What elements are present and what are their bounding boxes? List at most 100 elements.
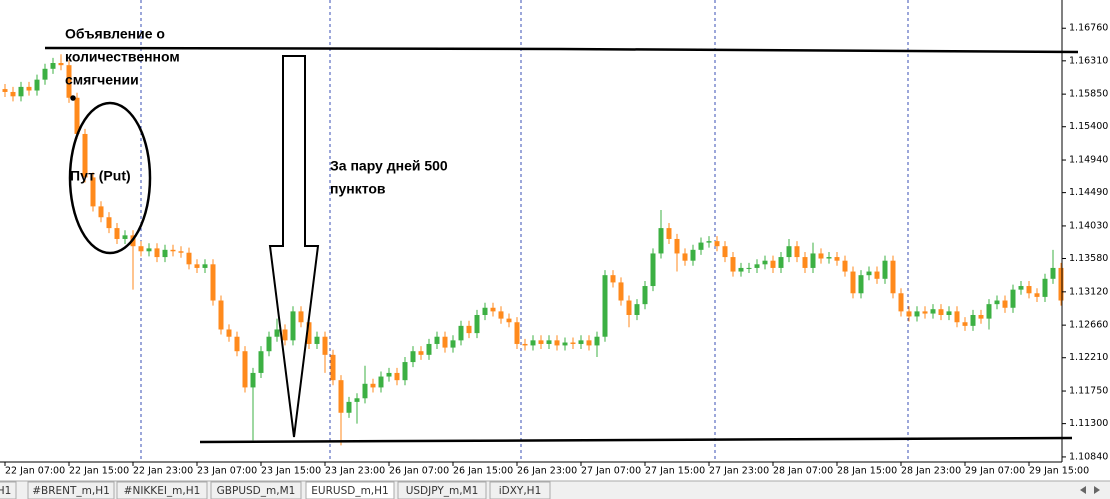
candle-body xyxy=(914,311,920,317)
scroll-right[interactable] xyxy=(1094,486,1100,494)
candle-body xyxy=(226,329,232,337)
scroll-left[interactable] xyxy=(1080,486,1086,494)
candle-body xyxy=(698,242,704,250)
candle-body xyxy=(802,257,808,268)
candle-body xyxy=(394,372,400,381)
candle-body xyxy=(954,311,960,323)
y-tick-label: 1.14490 xyxy=(1069,187,1108,198)
x-tick-label: 23 Jan 15:00 xyxy=(261,466,321,477)
tab-label[interactable]: EURUSD_m,H1 xyxy=(311,485,388,497)
x-tick-label: 22 Jan 07:00 xyxy=(5,466,65,477)
candle-body xyxy=(330,354,336,381)
candle-body xyxy=(1058,267,1064,301)
x-tick-label: 27 Jan 23:00 xyxy=(709,466,769,477)
annotation: смягчении xyxy=(65,72,139,88)
candle-body xyxy=(906,311,912,317)
candle-body xyxy=(666,228,672,239)
candle-body xyxy=(322,336,328,355)
candle-body xyxy=(426,343,432,355)
candle-body xyxy=(826,257,832,259)
candle-body xyxy=(818,253,824,259)
candle-body xyxy=(466,325,472,334)
candle-body xyxy=(410,351,416,363)
candle-body xyxy=(610,275,616,283)
candle-body xyxy=(722,246,728,258)
trend-line xyxy=(44,46,1079,54)
y-tick-label: 1.12660 xyxy=(1069,320,1108,331)
candle-body xyxy=(538,340,544,344)
tab[interactable] xyxy=(397,481,487,499)
annotation: Пут (Put) xyxy=(70,168,131,184)
tab-label[interactable]: #BRENT_m,H1 xyxy=(32,485,110,497)
tab-label[interactable]: GBPUSD_m,M1 xyxy=(217,485,296,497)
candle-body xyxy=(290,311,296,341)
candle-body xyxy=(682,253,688,261)
tab[interactable] xyxy=(27,481,115,499)
candle-body xyxy=(946,311,952,315)
annotation: количественном xyxy=(65,49,180,65)
candle-body xyxy=(194,264,200,268)
candle-body xyxy=(634,304,640,315)
candle-body xyxy=(674,238,680,254)
candle-body xyxy=(754,264,760,268)
candle-body xyxy=(402,362,408,381)
candle-body xyxy=(898,293,904,312)
y-tick-label: 1.16760 xyxy=(1069,23,1108,34)
candle-body xyxy=(274,329,280,337)
candle-body xyxy=(2,89,8,92)
candle-body xyxy=(362,383,368,399)
candle-body xyxy=(562,342,568,346)
x-tick-label: 22 Jan 23:00 xyxy=(133,466,193,477)
candle-body xyxy=(170,249,176,252)
candle-body xyxy=(594,336,600,346)
candle-body xyxy=(146,248,152,252)
x-tick-label: 23 Jan 07:00 xyxy=(197,466,257,477)
candle-body xyxy=(266,336,272,352)
candle-body xyxy=(354,398,360,402)
tab-label[interactable]: iDXY,H1 xyxy=(499,485,542,497)
x-tick-label: 27 Jan 15:00 xyxy=(645,466,705,477)
candle-body xyxy=(970,315,976,326)
candle-body xyxy=(1010,289,1016,308)
candle-body xyxy=(162,249,168,258)
y-tick-label: 1.14030 xyxy=(1069,220,1108,231)
candle-body xyxy=(690,249,696,261)
candle-body xyxy=(90,177,96,207)
tab-label[interactable]: #NIKKEI_m,H1 xyxy=(124,485,201,497)
candle-body xyxy=(98,206,104,218)
candle-body xyxy=(250,372,256,388)
y-tick-label: 1.12210 xyxy=(1069,352,1108,363)
candle-body xyxy=(762,260,768,265)
candle-body xyxy=(218,300,224,330)
y-tick-label: 1.13580 xyxy=(1069,253,1108,264)
candle-body xyxy=(994,300,1000,305)
candle-body xyxy=(882,260,888,279)
tab-label[interactable]: H1 xyxy=(0,485,11,497)
candle-body xyxy=(866,271,872,276)
candle-body xyxy=(714,241,720,247)
candle-body xyxy=(418,351,424,355)
candle-body xyxy=(834,257,840,261)
candle-body xyxy=(282,329,288,341)
x-tick-label: 29 Jan 15:00 xyxy=(1029,466,1089,477)
tab[interactable] xyxy=(210,481,302,499)
tab[interactable] xyxy=(305,481,395,499)
y-tick-label: 1.11300 xyxy=(1069,418,1108,429)
y-tick-label: 1.11750 xyxy=(1069,386,1108,397)
tab[interactable] xyxy=(489,481,551,499)
candle-body xyxy=(842,260,848,272)
candle-body xyxy=(458,325,464,341)
candle-body xyxy=(1034,293,1040,297)
candle-body xyxy=(18,86,24,97)
tab[interactable] xyxy=(0,481,17,499)
candle-body xyxy=(298,311,304,323)
candle-body xyxy=(378,376,384,388)
candle-body xyxy=(74,97,80,134)
tab-label[interactable]: USDJPY_m,M1 xyxy=(406,485,479,497)
candle-body xyxy=(82,133,88,178)
candle-body xyxy=(858,275,864,294)
tab[interactable] xyxy=(116,481,208,499)
candle-body xyxy=(314,336,320,344)
candle-body xyxy=(794,246,800,258)
